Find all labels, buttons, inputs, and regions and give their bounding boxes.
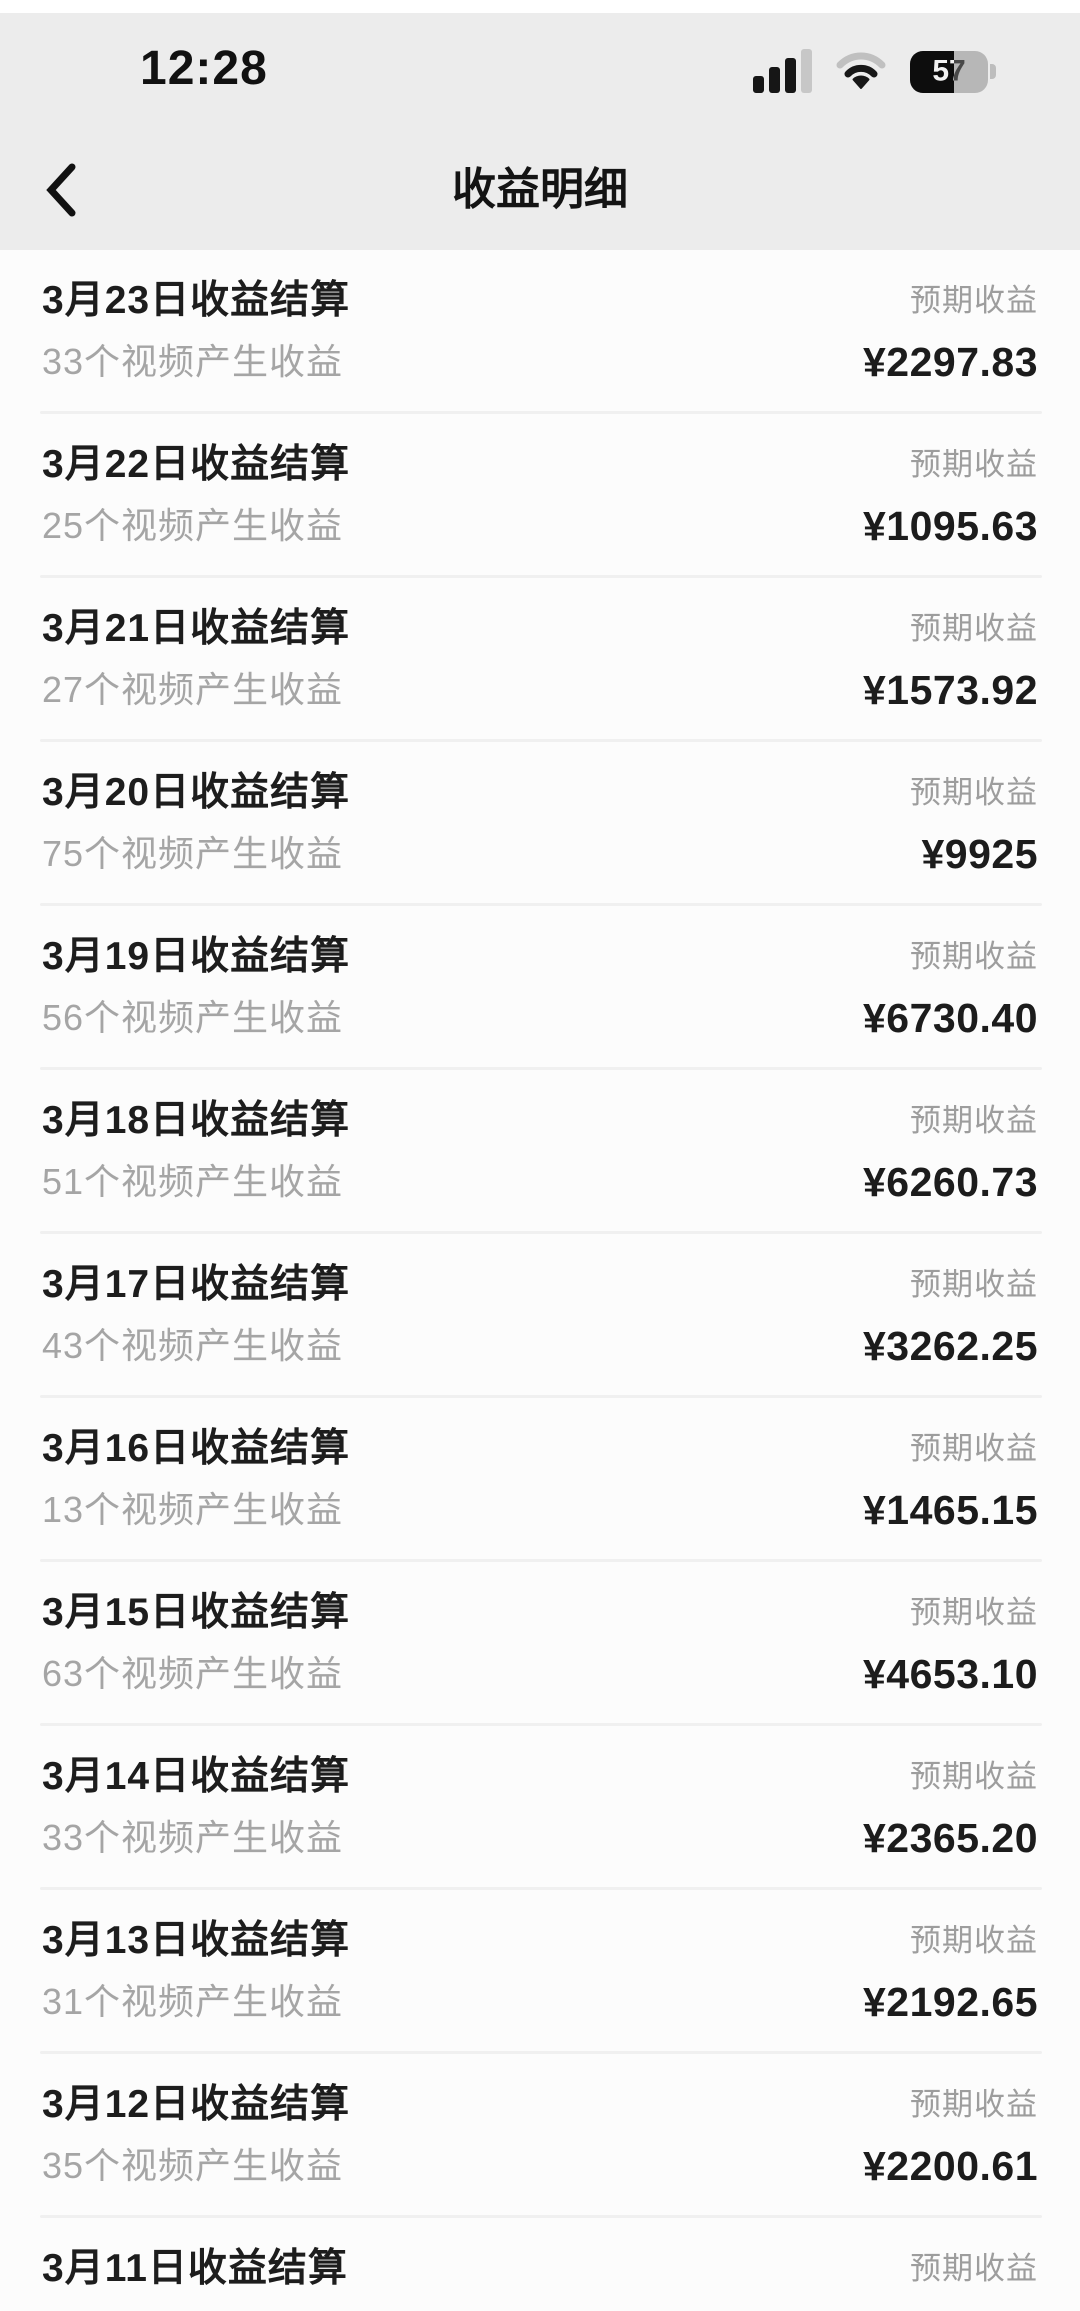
- expected-income-amount: ¥2365.20: [862, 1815, 1038, 1861]
- settlement-date-title: 3月21日收益结算: [42, 607, 351, 650]
- settlement-date-title: 3月20日收益结算: [42, 771, 351, 814]
- wifi-icon: [836, 52, 886, 89]
- row-divider: [40, 1723, 1042, 1726]
- video-count-subtitle: 63个视频产生收益: [42, 1653, 344, 1694]
- income-list-item[interactable]: 3月23日收益结算 33个视频产生收益 预期收益 ¥2297.83: [0, 250, 1080, 414]
- row-divider: [40, 1395, 1042, 1398]
- expected-income-amount: ¥1095.63: [862, 503, 1038, 549]
- income-list-item[interactable]: 3月13日收益结算 31个视频产生收益 预期收益 ¥2192.65: [0, 1890, 1080, 2054]
- expected-income-amount: ¥1573.92: [862, 667, 1038, 713]
- expected-income-amount: ¥3262.25: [862, 1323, 1038, 1369]
- video-count-subtitle: 33个视频产生收益: [42, 341, 344, 382]
- income-list-item[interactable]: 3月11日收益结算 预期收益: [0, 2218, 1080, 2311]
- top-white-strip: [0, 0, 1080, 13]
- video-count-subtitle: 51个视频产生收益: [42, 1161, 344, 1202]
- income-list-item[interactable]: 3月14日收益结算 33个视频产生收益 预期收益 ¥2365.20: [0, 1726, 1080, 1890]
- settlement-date-title: 3月15日收益结算: [42, 1591, 351, 1634]
- row-divider: [40, 739, 1042, 742]
- settlement-date-title: 3月17日收益结算: [42, 1263, 351, 1306]
- settlement-date-title: 3月14日收益结算: [42, 1755, 351, 1798]
- expected-income-label: 预期收益: [910, 1431, 1038, 1466]
- income-list-item[interactable]: 3月15日收益结算 63个视频产生收益 预期收益 ¥4653.10: [0, 1562, 1080, 1726]
- top-chrome: 12:28 57: [0, 0, 1080, 251]
- expected-income-amount: ¥2200.61: [862, 2143, 1038, 2189]
- row-divider: [40, 1559, 1042, 1562]
- battery-fill-level: [910, 50, 955, 93]
- battery-icon: 57: [910, 50, 996, 94]
- battery-nub: [990, 64, 996, 79]
- status-icons: 57: [753, 13, 996, 130]
- row-divider: [40, 1887, 1042, 1890]
- settlement-date-title: 3月11日收益结算: [42, 2247, 348, 2290]
- expected-income-label: 预期收益: [910, 939, 1038, 974]
- video-count-subtitle: 13个视频产生收益: [42, 1489, 344, 1530]
- settlement-date-title: 3月16日收益结算: [42, 1427, 351, 1470]
- expected-income-amount: ¥9925: [921, 831, 1038, 877]
- row-divider: [40, 411, 1042, 414]
- video-count-subtitle: 33个视频产生收益: [42, 1817, 344, 1858]
- expected-income-amount: ¥6730.40: [862, 995, 1038, 1041]
- expected-income-amount: ¥1465.15: [862, 1487, 1038, 1533]
- expected-income-label: 预期收益: [910, 1923, 1038, 1958]
- income-list-item[interactable]: 3月21日收益结算 27个视频产生收益 预期收益 ¥1573.92: [0, 578, 1080, 742]
- expected-income-label: 预期收益: [910, 1595, 1038, 1630]
- status-bar: 12:28 57: [0, 13, 1080, 130]
- expected-income-label: 预期收益: [910, 611, 1038, 646]
- income-list: 3月23日收益结算 33个视频产生收益 预期收益 ¥2297.83 3月22日收…: [0, 250, 1080, 2311]
- row-divider: [40, 2051, 1042, 2054]
- expected-income-label: 预期收益: [910, 1759, 1038, 1794]
- page-title: 收益明细: [452, 165, 628, 214]
- row-divider: [40, 2215, 1042, 2218]
- video-count-subtitle: 56个视频产生收益: [42, 997, 344, 1038]
- video-count-subtitle: 31个视频产生收益: [42, 1981, 344, 2022]
- video-count-subtitle: 75个视频产生收益: [42, 833, 344, 874]
- expected-income-amount: ¥2297.83: [862, 339, 1038, 385]
- expected-income-label: 预期收益: [910, 283, 1038, 318]
- video-count-subtitle: 43个视频产生收益: [42, 1325, 344, 1366]
- settlement-date-title: 3月13日收益结算: [42, 1919, 351, 1962]
- income-list-item[interactable]: 3月17日收益结算 43个视频产生收益 预期收益 ¥3262.25: [0, 1234, 1080, 1398]
- expected-income-label: 预期收益: [910, 2251, 1038, 2286]
- income-list-item[interactable]: 3月18日收益结算 51个视频产生收益 预期收益 ¥6260.73: [0, 1070, 1080, 1234]
- income-list-item[interactable]: 3月20日收益结算 75个视频产生收益 预期收益 ¥9925: [0, 742, 1080, 906]
- settlement-date-title: 3月23日收益结算: [42, 279, 351, 322]
- nav-header: 收益明细: [0, 130, 1080, 250]
- income-list-item[interactable]: 3月12日收益结算 35个视频产生收益 预期收益 ¥2200.61: [0, 2054, 1080, 2218]
- income-list-item[interactable]: 3月16日收益结算 13个视频产生收益 预期收益 ¥1465.15: [0, 1398, 1080, 1562]
- expected-income-label: 预期收益: [910, 2087, 1038, 2122]
- status-time: 12:28: [140, 42, 268, 95]
- cellular-signal-icon: [753, 48, 812, 95]
- battery-percent: 57: [932, 53, 966, 87]
- video-count-subtitle: 25个视频产生收益: [42, 505, 344, 546]
- settlement-date-title: 3月12日收益结算: [42, 2083, 351, 2126]
- video-count-subtitle: 27个视频产生收益: [42, 669, 344, 710]
- expected-income-label: 预期收益: [910, 1267, 1038, 1302]
- settlement-date-title: 3月19日收益结算: [42, 935, 351, 978]
- row-divider: [40, 903, 1042, 906]
- expected-income-amount: ¥4653.10: [862, 1651, 1038, 1697]
- settlement-date-title: 3月22日收益结算: [42, 443, 351, 486]
- chevron-left-icon: [46, 163, 76, 217]
- expected-income-label: 预期收益: [910, 447, 1038, 482]
- settlement-date-title: 3月18日收益结算: [42, 1099, 351, 1142]
- expected-income-label: 预期收益: [910, 1103, 1038, 1138]
- video-count-subtitle: 35个视频产生收益: [42, 2145, 344, 2186]
- back-button[interactable]: [26, 140, 96, 240]
- expected-income-amount: ¥6260.73: [862, 1159, 1038, 1205]
- income-list-item[interactable]: 3月22日收益结算 25个视频产生收益 预期收益 ¥1095.63: [0, 414, 1080, 578]
- expected-income-label: 预期收益: [910, 775, 1038, 810]
- row-divider: [40, 1231, 1042, 1234]
- income-list-item[interactable]: 3月19日收益结算 56个视频产生收益 预期收益 ¥6730.40: [0, 906, 1080, 1070]
- row-divider: [40, 575, 1042, 578]
- expected-income-amount: ¥2192.65: [862, 1979, 1038, 2025]
- row-divider: [40, 1067, 1042, 1070]
